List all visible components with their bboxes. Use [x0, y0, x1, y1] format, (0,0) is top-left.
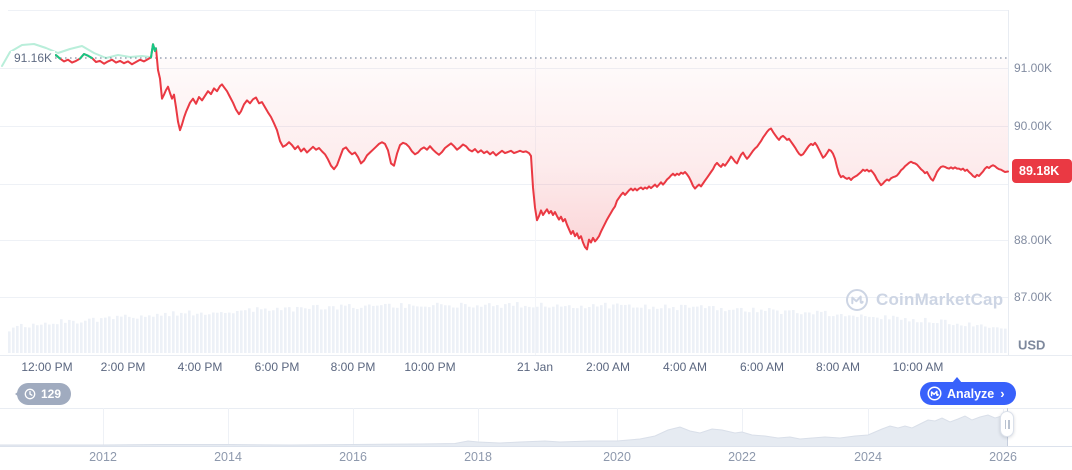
chevron-right-icon: › — [1000, 386, 1005, 401]
y-axis-tick: 90.00K — [1014, 119, 1053, 133]
grip-bar — [1008, 419, 1010, 429]
latest-price-badge: 89.18K — [1012, 159, 1072, 184]
y-axis-tick: 91.00K — [1014, 61, 1053, 75]
watermark-text: CoinMarketCap — [876, 290, 1004, 309]
minimap-year-tick: 2022 — [728, 450, 756, 464]
x-axis-tick: 2:00 PM — [100, 360, 146, 374]
coinmarketcap-watermark: CoinMarketCap — [845, 288, 1003, 312]
x-axis-tick: 6:00 PM — [254, 360, 300, 374]
minimap-year-tick: 2020 — [603, 450, 631, 464]
minimap-year-tick: 2014 — [214, 450, 242, 464]
x-axis-tick: 10:00 AM — [892, 360, 944, 374]
x-axis-tick: 2:00 AM — [585, 360, 631, 374]
minimap-year-tick: 2018 — [464, 450, 492, 464]
minimap-year-tick: 2026 — [989, 450, 1017, 464]
x-axis-tick: 4:00 AM — [662, 360, 708, 374]
analyze-button[interactable]: Analyze › — [920, 377, 1016, 405]
annotations-count-badge[interactable]: 129 — [14, 383, 72, 405]
y-axis-tick: 88.00K — [1014, 233, 1053, 247]
y-axis-tick: 87.00K — [1014, 290, 1053, 304]
x-axis-tick: 6:00 AM — [739, 360, 785, 374]
annotations-count: 129 — [41, 387, 62, 401]
grip-bar — [1004, 419, 1006, 429]
minimap-year-tick: 2012 — [89, 450, 117, 464]
x-axis-tick: 21 Jan — [516, 360, 554, 374]
minimap-year-tick: 2024 — [854, 450, 882, 464]
x-axis-tick: 12:00 PM — [21, 360, 73, 374]
x-axis-tick: 8:00 PM — [330, 360, 376, 374]
range-selector-minimap[interactable] — [0, 406, 1072, 448]
reference-price-label: 91.16K — [11, 51, 56, 65]
coinmarketcap-logo-icon — [927, 386, 942, 401]
analyze-label: Analyze — [947, 386, 995, 401]
minimap-year-tick: 2016 — [339, 450, 367, 464]
history-clock-icon — [24, 388, 36, 400]
brush-drag-handle[interactable] — [1000, 411, 1014, 437]
x-axis-tick: 10:00 PM — [404, 360, 456, 374]
x-axis-tick: 8:00 AM — [815, 360, 861, 374]
coinmarketcap-logo-icon — [846, 289, 868, 311]
currency-unit-label: USD — [1018, 337, 1046, 353]
x-axis-tick: 4:00 PM — [177, 360, 223, 374]
